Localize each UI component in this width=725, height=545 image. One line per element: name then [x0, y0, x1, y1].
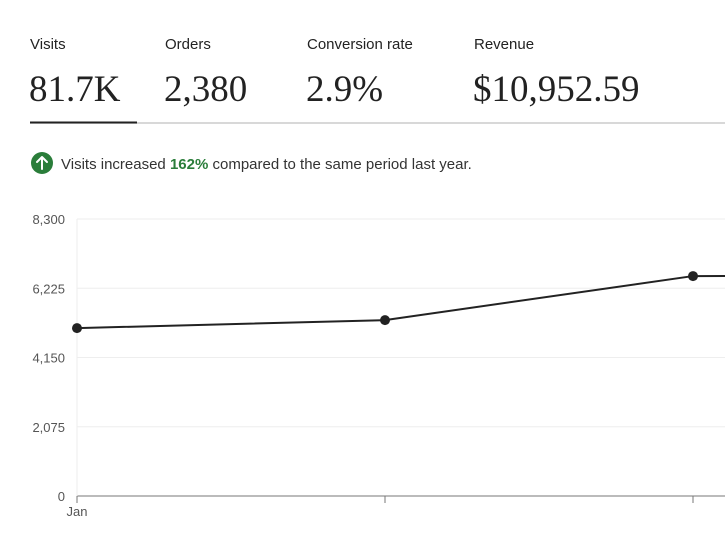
stat-tab[interactable]: Conversion rate 2.9% — [306, 36, 413, 110]
data-point — [72, 323, 82, 334]
y-tick-label: 0 — [58, 489, 65, 504]
data-point — [688, 271, 698, 282]
series-line — [76, 275, 725, 330]
stat-label: Revenue — [474, 36, 534, 53]
notice-part: compared to the same period last year. — [208, 156, 471, 173]
notice-icon — [31, 152, 53, 174]
x-tick-label: Jan — [67, 504, 88, 519]
y-tick-label: 4,150 — [32, 351, 65, 366]
stat-value: 2,380 — [164, 69, 247, 110]
stat-label: Orders — [165, 36, 211, 53]
stat-tab[interactable]: Visits 81.7K — [29, 36, 121, 110]
stat-value: 81.7K — [29, 69, 121, 110]
stat-value: 2.9% — [306, 69, 383, 110]
stat-value: $10,952.59 — [473, 69, 640, 110]
notice-part: Visits increased — [61, 156, 170, 173]
data-point — [380, 315, 390, 326]
y-tick-label: 2,075 — [32, 420, 65, 435]
y-tick-label: 6,225 — [32, 281, 65, 296]
stat-tab[interactable]: Revenue $10,952.59 — [473, 36, 640, 110]
notice-highlight: 162% — [170, 156, 208, 173]
y-tick-label: 8,300 — [32, 212, 65, 227]
chart: 0 2,075 4,150 6,225 8,300 Jan — [32, 212, 725, 519]
stat-label: Visits — [30, 36, 66, 53]
stat-tab[interactable]: Orders 2,380 — [164, 36, 247, 110]
notice-text: Visits increased 162% compared to the sa… — [61, 156, 472, 173]
stat-label: Conversion rate — [307, 36, 413, 53]
